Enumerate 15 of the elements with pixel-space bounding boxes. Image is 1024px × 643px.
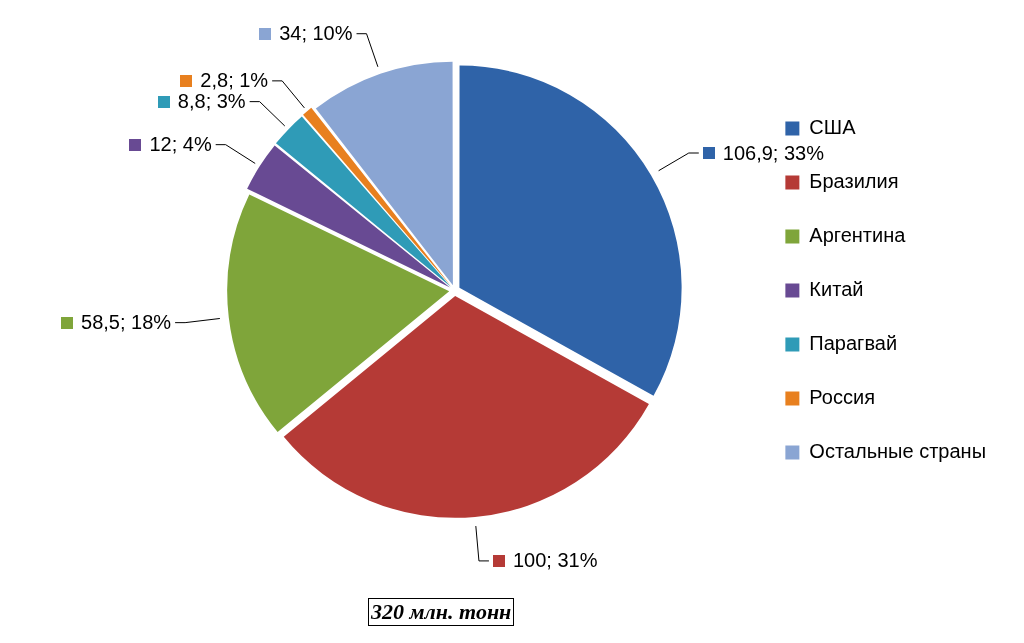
- legend-label: Китай: [809, 278, 864, 301]
- data-label: 12; 4%: [149, 133, 212, 157]
- legend-label: США: [809, 116, 857, 139]
- data-label: 8,8; 3%: [177, 90, 246, 114]
- legend-label: Аргентина: [809, 224, 907, 247]
- data-label: 2,8; 1%: [200, 69, 269, 93]
- data-label: 58,5; 18%: [81, 311, 172, 335]
- text: 320 млн. тонн: [368, 598, 515, 626]
- data-label: 100; 31%: [512, 549, 598, 573]
- legend-label: Остальные страны: [809, 440, 987, 463]
- data-label: 34; 10%: [279, 22, 353, 46]
- legend-label: Парагвай: [809, 332, 898, 355]
- legend-label: Бразилия: [809, 170, 899, 193]
- legend-label: Россия: [809, 386, 875, 409]
- data-label: 106,9; 33%: [722, 141, 824, 165]
